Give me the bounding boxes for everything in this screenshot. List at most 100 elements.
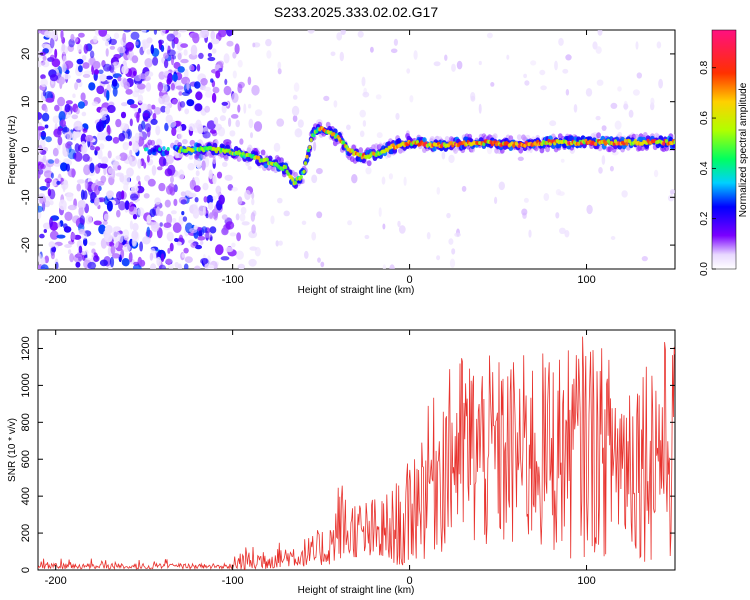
heatmap-noise-cell (85, 215, 93, 225)
heatmap-noise-cell (564, 230, 570, 238)
heatmap-noise-cell (70, 232, 76, 241)
heatmap-noise-cell (560, 158, 565, 163)
heatmap-noise-cell (231, 187, 238, 192)
heatmap-noise-cell (49, 230, 59, 240)
heatmap-noise-cell (559, 227, 566, 234)
heatmap-noise-cell (166, 33, 176, 42)
heatmap-noise-cell (166, 231, 174, 242)
heatmap-noise-cell (167, 49, 176, 57)
heatmap-noise-cell (207, 255, 211, 266)
heatmap-noise-cell (448, 238, 454, 245)
heatmap-noise-cell (44, 177, 52, 184)
heatmap-noise-cell (200, 78, 208, 86)
heatmap-noise-cell (166, 213, 173, 225)
heatmap-noise-cell (333, 100, 338, 108)
heatmap-ridge-cell (145, 147, 149, 152)
heatmap-noise-cell (66, 192, 74, 202)
heatmap-noise-cell (202, 86, 212, 92)
heatmap-noise-cell (192, 32, 200, 44)
heatmap-noise-cell (178, 215, 184, 225)
heatmap-noise-cell (232, 70, 237, 79)
heatmap-noise-cell (124, 174, 131, 186)
heatmap-noise-cell (573, 104, 578, 113)
heatmap-noise-cell (208, 169, 213, 180)
heatmap-noise-cell (182, 216, 188, 222)
heatmap-noise-cell (253, 121, 263, 132)
heatmap-noise-cell (98, 69, 104, 75)
heatmap-ridge-cell (265, 157, 269, 162)
heatmap-noise-cell (250, 212, 256, 222)
heatmap-noise-cell (152, 56, 159, 66)
heatmap-noise-cell (133, 261, 140, 266)
heatmap-noise-cell (409, 95, 414, 103)
heatmap-noise-cell (146, 226, 151, 238)
heatmap-ridge-cell (294, 180, 298, 185)
heatmap-noise-cell (101, 156, 109, 164)
heatmap-ridge-cell (309, 138, 313, 142)
heatmap-ridge-cell (260, 149, 266, 156)
heatmap-noise-cell (364, 234, 370, 240)
heatmap-noise-cell (250, 132, 253, 139)
heatmap-noise-cell (56, 222, 61, 228)
heatmap-noise-cell (177, 263, 182, 269)
heatmap-noise-cell (144, 123, 152, 133)
heatmap-noise-cell (195, 170, 200, 177)
heatmap-ytick-label: -10 (20, 189, 32, 205)
heatmap-noise-cell (184, 108, 190, 115)
heatmap-noise-cell (210, 38, 220, 45)
heatmap-noise-cell (143, 193, 150, 199)
heatmap-ridge-cell (152, 148, 156, 153)
heatmap-noise-cell (225, 30, 234, 37)
heatmap-xlabel: Height of straight line (km) (298, 285, 415, 296)
heatmap-noise-cell (94, 69, 99, 75)
heatmap-noise-cell (73, 120, 83, 131)
heatmap-noise-cell (362, 120, 367, 127)
heatmap-ridge-cell (178, 149, 182, 154)
heatmap-noise-cell (88, 82, 96, 91)
heatmap-noise-cell (183, 247, 189, 254)
heatmap-noise-cell (398, 225, 406, 234)
heatmap-noise-cell (64, 103, 71, 113)
heatmap-noise-cell (49, 217, 53, 228)
heatmap-noise-cell (609, 165, 614, 172)
heatmap-cells (38, 30, 675, 269)
heatmap-noise-cell (129, 193, 139, 201)
heatmap-noise-cell (275, 240, 279, 247)
heatmap-noise-cell (301, 220, 307, 225)
heatmap-noise-cell (207, 264, 215, 269)
colorbar-label: Normalized spectral amplitude (738, 82, 749, 217)
heatmap-noise-cell (192, 122, 201, 129)
heatmap-noise-cell (105, 48, 109, 57)
heatmap-noise-cell (46, 181, 51, 188)
heatmap-noise-cell (120, 249, 125, 259)
heatmap-noise-cell (174, 261, 179, 268)
heatmap-noise-cell (39, 233, 45, 239)
heatmap-noise-cell (173, 198, 178, 207)
heatmap-noise-cell (44, 255, 49, 264)
heatmap-noise-cell (76, 58, 84, 65)
heatmap-noise-cell (117, 46, 126, 54)
heatmap-noise-cell (122, 32, 127, 43)
heatmap-noise-cell (38, 112, 43, 120)
heatmap-noise-cell (178, 91, 183, 96)
heatmap-noise-cell (74, 143, 80, 153)
heatmap-noise-cell (176, 241, 182, 246)
heatmap-noise-cell (94, 184, 101, 196)
heatmap-noise-cell (204, 105, 211, 113)
heatmap-noise-cell (149, 208, 156, 218)
heatmap-noise-cell (669, 189, 675, 195)
heatmap-noise-cell (200, 30, 210, 39)
heatmap-noise-cell (125, 88, 133, 95)
heatmap-noise-cell (221, 214, 228, 221)
heatmap-noise-cell (146, 154, 150, 163)
heatmap-ytick-label: -20 (20, 237, 32, 253)
heatmap-noise-cell (307, 30, 315, 34)
snr-xtick-label: 100 (577, 575, 595, 587)
heatmap-noise-cell (359, 109, 367, 118)
heatmap-noise-cell (137, 207, 145, 217)
heatmap-noise-cell (78, 245, 83, 254)
heatmap-noise-cell (229, 232, 237, 237)
heatmap-ridge-cell (545, 146, 550, 153)
heatmap-noise-cell (78, 32, 85, 38)
